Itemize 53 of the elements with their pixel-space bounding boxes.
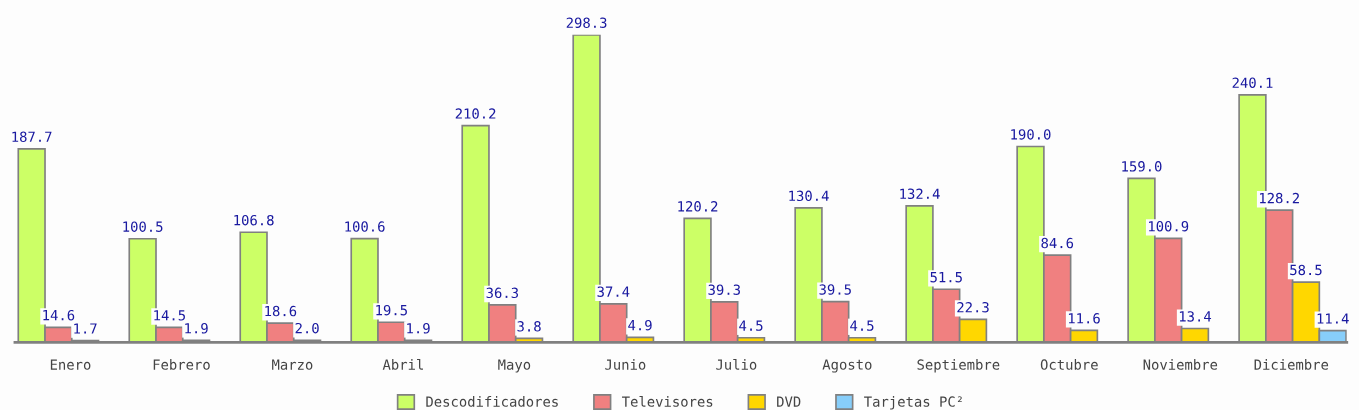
x-tick-label: Octubre [1040,359,1098,370]
legend-label: Televisores [622,396,713,407]
data-label: 240.1 [1232,77,1273,88]
x-tick-label: Noviembre [1143,359,1218,370]
data-label: 84.6 [1041,237,1074,249]
legend-label: Descodificadores [426,396,558,407]
data-label: 11.4 [1317,313,1349,324]
data-label: 13.4 [1179,311,1212,322]
data-label: 58.5 [1290,264,1322,276]
data-label: 14.5 [154,310,185,321]
data-label: 1.7 [74,323,97,334]
data-label: 187.7 [12,131,52,142]
data-label: 36.3 [486,287,519,299]
data-label: 159.0 [1122,161,1162,172]
data-label: 3.8 [517,321,541,332]
data-label: 11.6 [1068,313,1100,324]
data-label: 14.6 [43,309,75,321]
x-tick-label: Enero [50,359,91,370]
data-label: 132.4 [900,188,940,200]
x-tick-label: Febrero [153,359,210,370]
x-tick-label: Mayo [498,359,531,373]
x-tick-label: Julio [716,359,757,370]
data-label: 4.9 [628,319,652,331]
x-tick-label: Septiembre [917,359,1000,373]
data-label: 37.4 [597,286,630,297]
x-tick-label: Diciembre [1254,359,1329,370]
data-label: 19.5 [376,304,407,316]
data-label: 2.0 [295,322,319,334]
data-label: 1.9 [185,323,208,334]
data-label: 130.4 [789,190,829,202]
data-label: 106.8 [234,214,274,226]
data-label: 22.3 [957,302,989,313]
data-label: 100.9 [1149,220,1189,232]
data-label: 39.5 [819,284,851,295]
x-tick-label: Junio [605,359,646,370]
data-label: 51.5 [930,272,962,283]
data-label: 100.5 [123,221,163,232]
data-label: 4.5 [850,320,874,331]
data-label: 1.9 [407,323,430,334]
data-label: 120.2 [678,201,718,212]
x-tick-label: Abril [382,359,423,370]
data-label: 298.3 [566,17,607,28]
data-label: 4.5 [739,320,763,331]
x-tick-label: Marzo [272,359,313,370]
data-label: 39.3 [708,284,740,295]
x-tick-label: Agosto [822,359,872,373]
data-label: 210.2 [455,108,496,119]
data-label: 128.2 [1259,192,1299,204]
data-label: 100.6 [345,221,385,232]
data-label: 18.6 [265,305,297,317]
legend-label: Tarjetas PC² [864,396,962,410]
legend-label: DVD [777,396,801,407]
data-label: 190.0 [1011,129,1051,140]
